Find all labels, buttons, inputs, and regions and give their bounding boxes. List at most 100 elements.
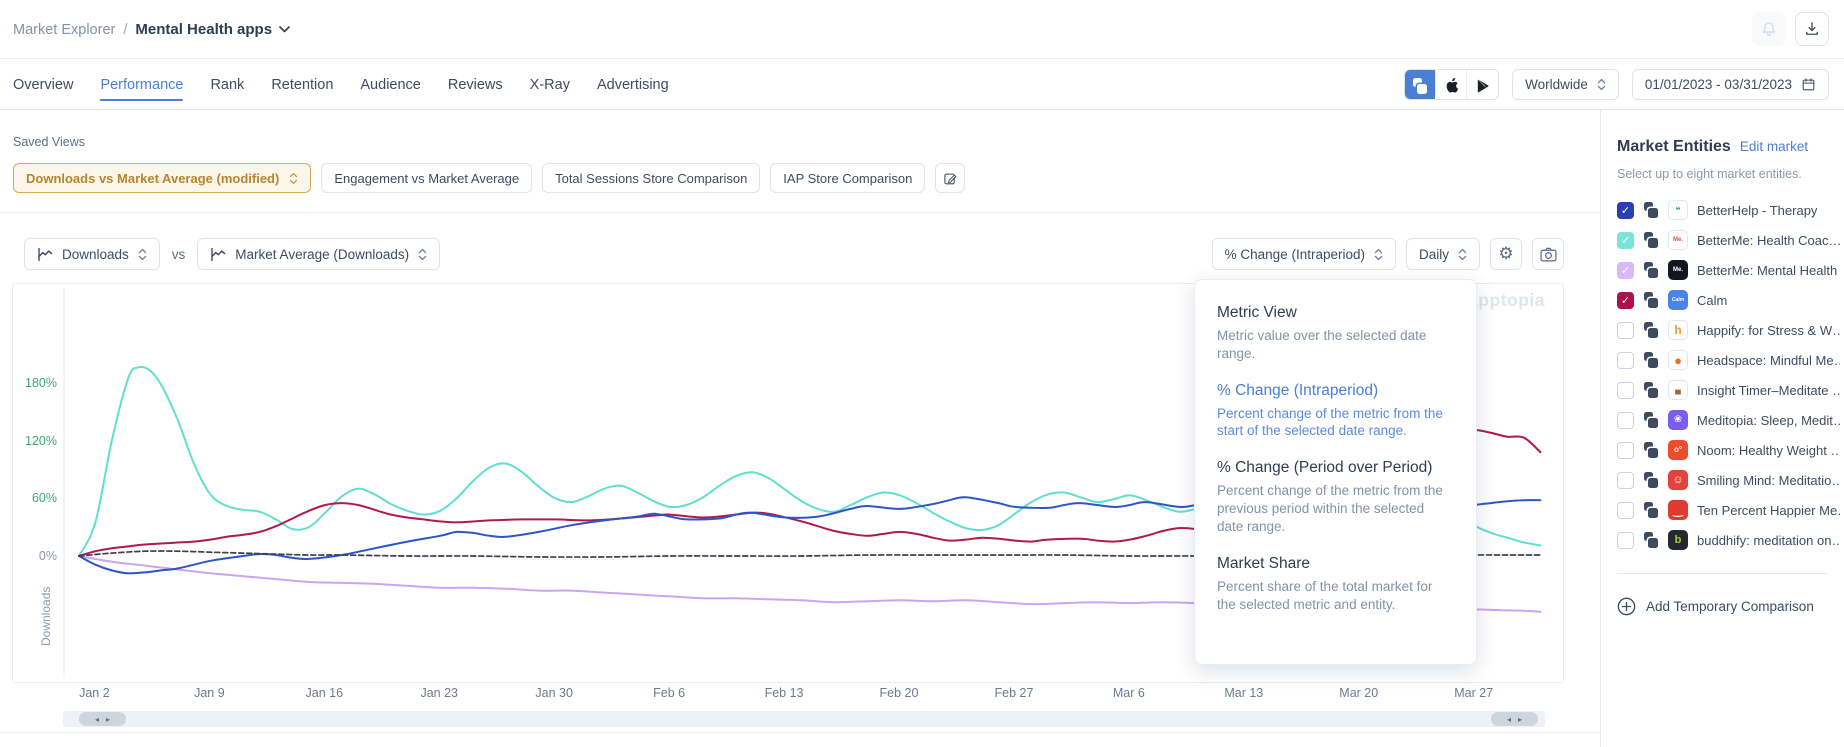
saved-views-bar: Downloads vs Market Average (modified) E… — [13, 163, 966, 193]
entity-name: buddhify: meditation on… — [1697, 532, 1840, 548]
y-tick-60: 60% — [31, 491, 57, 506]
entity-checkbox[interactable]: ✓ — [1617, 501, 1634, 519]
entity-checkbox[interactable]: ✓ — [1617, 351, 1634, 369]
edit-saved-views-button[interactable] — [935, 163, 966, 193]
scrollbar-thumb-right[interactable]: ◂ ▸ — [1491, 712, 1538, 726]
updown-chevrons-icon — [1458, 248, 1467, 260]
chart-snapshot-button[interactable] — [1532, 238, 1564, 270]
gear-icon: ⚙ — [1498, 244, 1514, 263]
tab-overview[interactable]: Overview — [13, 59, 73, 110]
download-icon — [1806, 22, 1818, 35]
saved-view-chips-mount: Engagement vs Market Average Total Sessio… — [321, 163, 926, 193]
check-icon: ✓ — [1620, 264, 1631, 277]
entity-checkbox[interactable]: ✓ — [1617, 441, 1634, 459]
dual-platform-icon — [1643, 502, 1659, 518]
breadcrumb-separator: / — [123, 21, 128, 38]
app-icon: ‿ — [1668, 500, 1688, 520]
metric-view-select[interactable]: % Change (Intraperiod) — [1211, 238, 1396, 270]
dual-platform-icon — [1643, 202, 1659, 218]
saved-view-selected-label: Downloads vs Market Average (modified) — [26, 170, 280, 186]
date-range-value: 01/01/2023 - 03/31/2023 — [1644, 77, 1792, 92]
platform-all-stores-button[interactable] — [1405, 70, 1437, 99]
app-icon: h — [1668, 320, 1688, 340]
platform-segmented-control — [1404, 69, 1500, 100]
entity-row-headspace-mindful-me: ✓ ● Headspace: Mindful Me… — [1617, 345, 1840, 375]
add-temporary-comparison-button[interactable]: Add Temporary Comparison — [1617, 597, 1814, 616]
apple-icon — [1446, 77, 1458, 93]
tab-reviews[interactable]: Reviews — [448, 59, 503, 110]
scrollbar-thumb-left[interactable]: ◂ ▸ — [79, 712, 126, 726]
saved-view-selected[interactable]: Downloads vs Market Average (modified) — [13, 163, 312, 193]
app-icon: ☺ — [1668, 470, 1688, 490]
entity-checkbox[interactable]: ✓ — [1617, 231, 1634, 249]
scroll-left-icon[interactable]: ◂ — [1506, 714, 1511, 724]
tab-audience[interactable]: Audience — [360, 59, 420, 110]
export-download-button[interactable] — [1795, 12, 1829, 46]
platform-google-play-button[interactable] — [1467, 70, 1499, 99]
scroll-right-icon[interactable]: ▸ — [1518, 714, 1523, 724]
main-content: Saved Views Downloads vs Market Average … — [0, 110, 1600, 747]
dual-platform-icon — [1643, 412, 1659, 428]
dual-platform-icon — [1643, 442, 1659, 458]
region-select[interactable]: Worldwide — [1512, 69, 1619, 100]
x-tick-jan-23: Jan 23 — [420, 686, 458, 700]
entity-checkbox[interactable]: ✓ — [1617, 261, 1634, 279]
entity-name: BetterMe: Health Coac… — [1697, 232, 1840, 248]
entity-checkbox[interactable]: ✓ — [1617, 531, 1634, 549]
metric-view-option-change-intraperiod[interactable]: % Change (Intraperiod) Percent change of… — [1217, 382, 1454, 441]
dual-platform-icon — [1643, 352, 1659, 368]
entity-checkbox[interactable]: ✓ — [1617, 201, 1634, 219]
entity-name: BetterHelp - Therapy — [1697, 202, 1818, 218]
primary-metric-select[interactable]: Downloads — [24, 238, 160, 270]
app-icon: ▄ — [1668, 380, 1688, 400]
global-filters: Worldwide 01/01/2023 - 03/31/2023 — [1404, 69, 1829, 100]
scroll-left-icon[interactable]: ◂ — [94, 714, 99, 724]
scroll-right-icon[interactable]: ▸ — [106, 714, 111, 724]
breadcrumb-section[interactable]: Market Explorer — [13, 21, 116, 38]
tab-retention[interactable]: Retention — [271, 59, 333, 110]
entity-name: Noom: Healthy Weight … — [1697, 442, 1840, 458]
metric-view-option-description: Percent change of the metric from the pr… — [1217, 483, 1443, 534]
breadcrumb-market[interactable]: Mental Health apps — [135, 21, 290, 38]
entity-checkbox[interactable]: ✓ — [1617, 471, 1634, 489]
metric-selectors: Downloads vs Market Average (Downloads) — [24, 238, 441, 270]
app-icon: ● — [1668, 350, 1688, 370]
edit-market-link[interactable]: Edit market — [1739, 139, 1809, 154]
x-tick-mar-20: Mar 20 — [1339, 686, 1379, 700]
dual-platform-icon — [1643, 472, 1659, 488]
tab-advertising[interactable]: Advertising — [597, 59, 669, 110]
x-tick-feb-13: Feb 13 — [764, 686, 804, 700]
metric-view-option-description: Percent change of the metric from the st… — [1217, 405, 1443, 439]
saved-view-chip-total-sessions-store-comparison[interactable]: Total Sessions Store Comparison — [542, 163, 761, 193]
x-tick-jan-16: Jan 16 — [305, 686, 344, 700]
x-axis: Jan 2 Jan 9 Jan 16 Jan 23 Jan 30 Feb 6 Feb 13 F… — [12, 686, 1564, 702]
check-icon: ✓ — [1620, 204, 1631, 217]
saved-view-chip-iap-store-comparison[interactable]: IAP Store Comparison — [770, 163, 926, 193]
comparison-metric-select[interactable]: Market Average (Downloads) — [197, 238, 441, 270]
entity-name: Calm — [1697, 292, 1728, 308]
metric-view-option-change-period-over-period[interactable]: % Change (Period over Period) Percent ch… — [1217, 459, 1454, 535]
metric-view-option-metric-view[interactable]: Metric View Metric value over the select… — [1217, 304, 1454, 363]
tab-performance[interactable]: Performance — [100, 59, 184, 110]
updown-chevrons-icon — [418, 248, 427, 260]
granularity-select[interactable]: Daily — [1405, 238, 1480, 270]
saved-view-chip-engagement-vs-market-average[interactable]: Engagement vs Market Average — [321, 163, 533, 193]
x-tick-jan-9: Jan 9 — [194, 686, 225, 700]
tab-x-ray[interactable]: X-Ray — [530, 59, 570, 110]
y-tick-0: 0% — [38, 549, 57, 563]
chart-settings-button[interactable]: ⚙ — [1490, 238, 1522, 270]
entity-checkbox[interactable]: ✓ — [1617, 291, 1634, 309]
tab-rank[interactable]: Rank — [210, 59, 244, 110]
chart-scrollbar: ◂ ▸ ◂ ▸ — [63, 711, 1545, 727]
entity-name: Smiling Mind: Meditatio… — [1697, 472, 1840, 488]
apptopia-watermark: apptopia — [1468, 290, 1545, 310]
platform-app-store-button[interactable] — [1436, 70, 1468, 99]
entity-checkbox[interactable]: ✓ — [1617, 321, 1634, 339]
notifications-button[interactable] — [1752, 12, 1786, 46]
entity-row-smiling-mind-meditatio: ✓ ☺ Smiling Mind: Meditatio… — [1617, 465, 1840, 495]
entity-checkbox[interactable]: ✓ — [1617, 411, 1634, 429]
metric-view-option-market-share[interactable]: Market Share Percent share of the total … — [1217, 555, 1454, 614]
google-play-icon — [1477, 79, 1489, 92]
entity-checkbox[interactable]: ✓ — [1617, 381, 1634, 399]
date-range-picker[interactable]: 01/01/2023 - 03/31/2023 — [1631, 69, 1829, 100]
